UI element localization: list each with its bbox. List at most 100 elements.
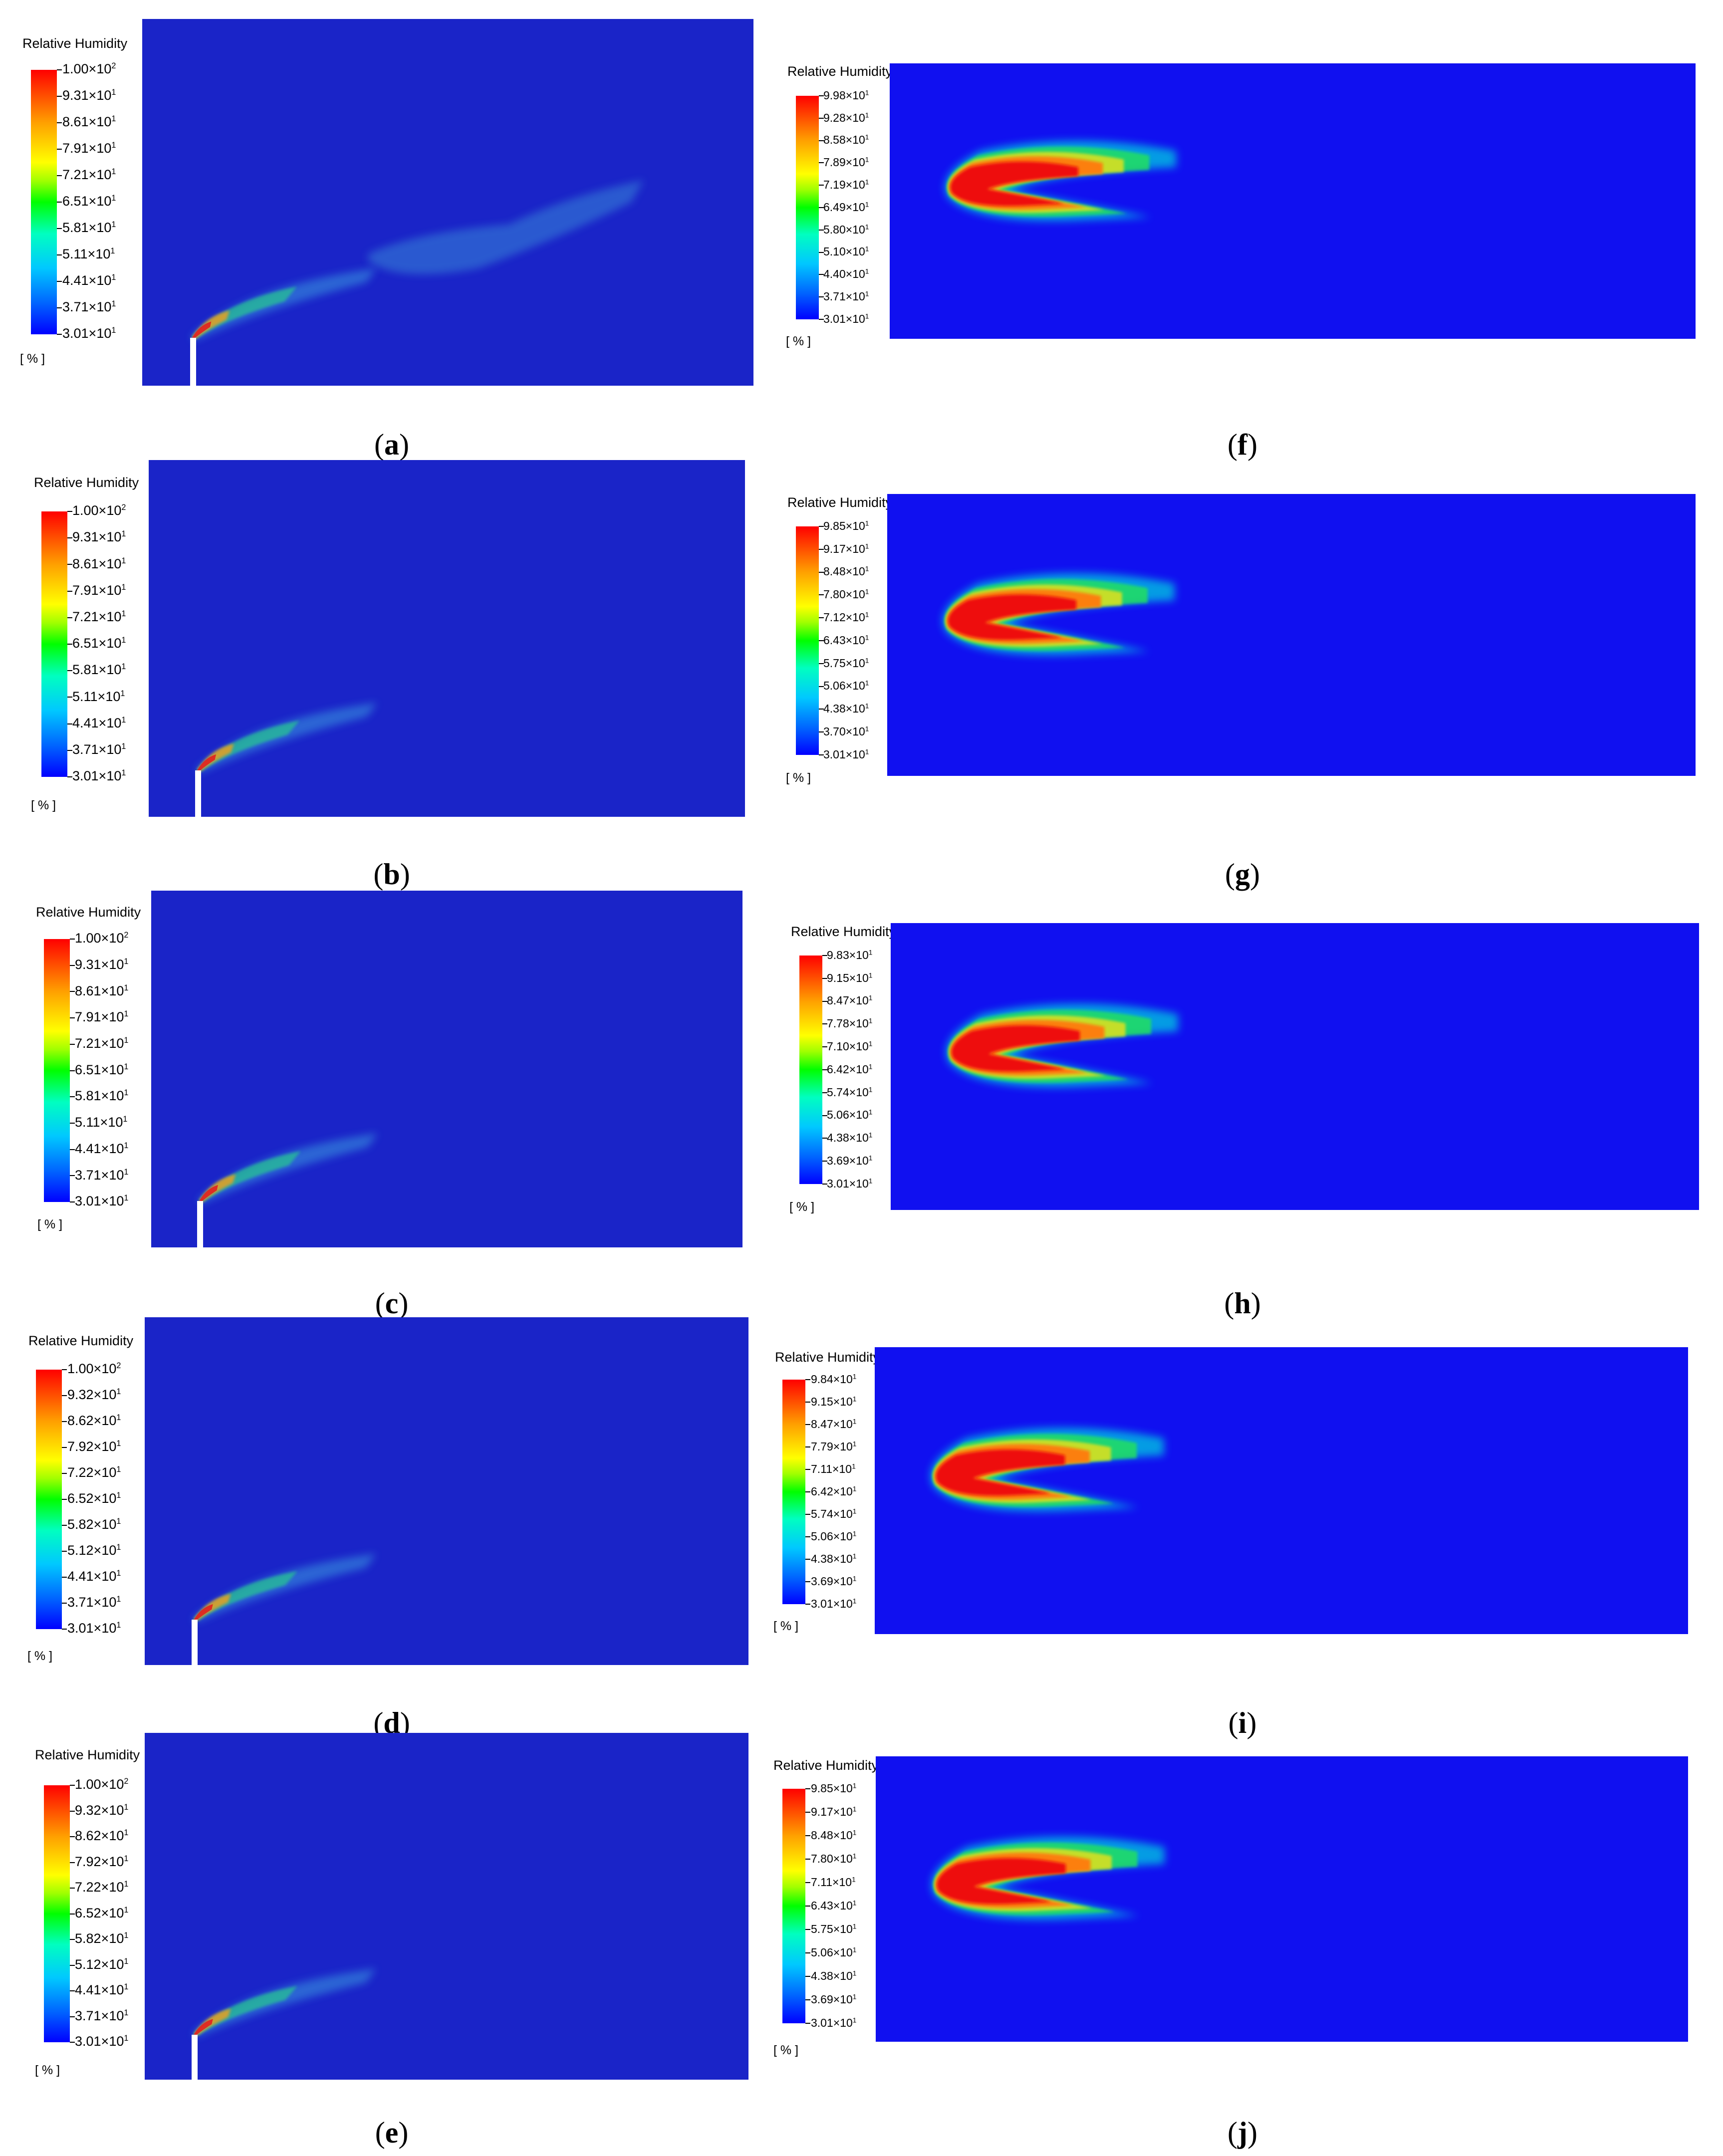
tick-value: 3.01×10 bbox=[67, 1621, 117, 1636]
tick-value: 3.01×10 bbox=[75, 2034, 124, 2049]
legend-title: Relative Humidity bbox=[787, 495, 893, 510]
caption-letter: c bbox=[385, 1287, 399, 1320]
tick-exponent: 1 bbox=[121, 609, 126, 619]
legend-tick-mark bbox=[57, 96, 62, 97]
tick-value: 7.89×10 bbox=[823, 156, 865, 169]
tick-exponent: 1 bbox=[852, 1852, 857, 1860]
tick-value: 8.58×10 bbox=[823, 133, 865, 147]
tick-exponent: 1 bbox=[852, 1829, 857, 1837]
legend-tick-label: 3.01×101 bbox=[811, 1597, 856, 1611]
legend-tick-mark bbox=[67, 511, 72, 512]
tick-exponent: 1 bbox=[121, 636, 126, 645]
legend-tick-mark bbox=[70, 1175, 75, 1177]
legend-tick-label: 7.11×101 bbox=[811, 1876, 856, 1889]
legend-tick-mark bbox=[819, 95, 824, 96]
legend-tick-label: 7.80×101 bbox=[823, 588, 869, 601]
tick-value: 9.31×10 bbox=[75, 957, 124, 972]
tick-value: 7.19×10 bbox=[823, 178, 865, 191]
tick-value: 3.71×10 bbox=[72, 742, 122, 757]
legend-tick-mark bbox=[822, 955, 827, 956]
tick-exponent: 1 bbox=[868, 1085, 873, 1093]
legend-unit: [ % ] bbox=[31, 798, 56, 812]
legend-tick-mark bbox=[70, 1785, 75, 1786]
panel-caption: (h) bbox=[1193, 1286, 1292, 1321]
plume-hot bbox=[194, 1604, 213, 1621]
tick-exponent: 2 bbox=[111, 61, 116, 71]
plume-hot bbox=[192, 321, 212, 339]
tick-value: 3.01×10 bbox=[811, 2016, 853, 2029]
legend-tick-mark bbox=[822, 1092, 827, 1093]
panel-caption: (a) bbox=[342, 428, 442, 462]
tick-exponent: 1 bbox=[116, 1569, 121, 1578]
legend-tick-mark bbox=[70, 1964, 75, 1966]
tick-exponent: 1 bbox=[865, 611, 869, 619]
tick-value: 3.69×10 bbox=[811, 1992, 853, 2006]
legend-title: Relative Humidity bbox=[773, 1758, 879, 1773]
tick-exponent: 1 bbox=[121, 556, 126, 565]
legend-tick-label: 1.00×102 bbox=[67, 1361, 121, 1377]
legend-tick-mark bbox=[70, 1913, 75, 1915]
plume-mid bbox=[191, 286, 297, 339]
tick-value: 7.92×10 bbox=[67, 1439, 117, 1454]
legend-tick-label: 5.06×101 bbox=[823, 679, 869, 693]
legend-tick-label: 6.43×101 bbox=[811, 1899, 856, 1913]
tick-exponent: 1 bbox=[865, 245, 869, 253]
chimney-stack bbox=[190, 338, 196, 386]
tick-value: 6.52×10 bbox=[75, 1905, 124, 1920]
tick-exponent: 1 bbox=[116, 1621, 121, 1630]
tick-exponent: 1 bbox=[865, 267, 869, 275]
drifting-plume bbox=[368, 180, 644, 274]
legend-tick-mark bbox=[70, 2042, 75, 2043]
tick-exponent: 1 bbox=[852, 1946, 857, 1954]
legend-tick-mark bbox=[62, 1629, 67, 1630]
humidity-contour bbox=[931, 1836, 1165, 1920]
legend-tick-mark bbox=[62, 1447, 67, 1448]
tick-value: 5.12×10 bbox=[75, 1956, 124, 1972]
caption-close-paren: ) bbox=[398, 2116, 409, 2149]
tick-value: 8.61×10 bbox=[75, 983, 124, 998]
legend-tick-label: 8.48×101 bbox=[811, 1829, 856, 1842]
tick-exponent: 1 bbox=[124, 2034, 129, 2043]
legend-tick-label: 4.38×101 bbox=[811, 1552, 856, 1566]
tick-exponent: 1 bbox=[116, 1595, 121, 1604]
legend-title: Relative Humidity bbox=[775, 1350, 880, 1365]
legend-tick-mark bbox=[805, 1882, 810, 1883]
legend-tick-label: 7.22×101 bbox=[67, 1465, 121, 1480]
caption-open-paren: ( bbox=[373, 1706, 384, 1739]
contour-plot-area bbox=[151, 891, 742, 1247]
tick-exponent: 1 bbox=[116, 1517, 121, 1526]
legend-tick-label: 4.38×101 bbox=[823, 702, 869, 716]
tick-value: 8.61×10 bbox=[62, 114, 112, 130]
legend-tick-mark bbox=[822, 1046, 827, 1048]
tick-value: 8.61×10 bbox=[72, 556, 122, 571]
tick-exponent: 1 bbox=[116, 1439, 121, 1448]
legend-tick-mark bbox=[805, 1906, 810, 1907]
legend-tick-mark bbox=[819, 663, 824, 664]
legend-tick-mark bbox=[819, 754, 824, 755]
caption-letter: f bbox=[1237, 428, 1247, 461]
legend-tick-label: 5.75×101 bbox=[823, 657, 869, 670]
tick-value: 6.51×10 bbox=[75, 1062, 124, 1077]
tick-value: 9.28×10 bbox=[823, 111, 865, 124]
tick-exponent: 1 bbox=[852, 1395, 857, 1403]
tick-value: 5.75×10 bbox=[811, 1922, 853, 1935]
legend-tick-mark bbox=[57, 307, 62, 308]
tick-value: 3.71×10 bbox=[67, 1595, 117, 1610]
tick-exponent: 1 bbox=[852, 1485, 857, 1493]
legend-tick-label: 9.32×101 bbox=[67, 1387, 121, 1403]
plume-outer bbox=[197, 1133, 378, 1203]
tick-exponent: 1 bbox=[868, 994, 873, 1002]
legend-unit: [ % ] bbox=[27, 1649, 53, 1663]
legend-tick-mark bbox=[67, 749, 72, 751]
humidity-contour bbox=[190, 180, 644, 340]
caption-open-paren: ( bbox=[1224, 1287, 1234, 1320]
tick-value: 4.38×10 bbox=[823, 702, 865, 716]
legend-tick-label: 9.98×101 bbox=[823, 89, 869, 102]
tick-exponent: 1 bbox=[124, 1880, 129, 1889]
tick-value: 3.71×10 bbox=[75, 1167, 124, 1183]
legend-title: Relative Humidity bbox=[28, 1333, 134, 1348]
caption-letter: h bbox=[1234, 1287, 1251, 1320]
legend-tick-label: 6.51×101 bbox=[75, 1062, 128, 1078]
tick-value: 9.32×10 bbox=[67, 1387, 117, 1403]
legend-tick-mark bbox=[819, 140, 824, 141]
